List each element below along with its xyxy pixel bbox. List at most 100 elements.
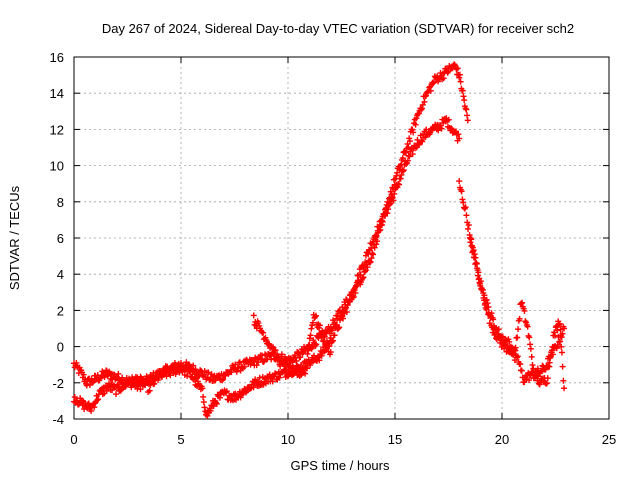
- data-point: [418, 137, 425, 144]
- y-tick-label: 16: [50, 50, 64, 65]
- data-point: [137, 386, 144, 393]
- data-point: [395, 180, 402, 187]
- data-point: [323, 338, 330, 345]
- data-point: [368, 255, 375, 262]
- y-axis-label: SDTVAR / TECUs: [7, 185, 22, 290]
- data-point: [122, 383, 129, 390]
- data-point: [303, 358, 310, 365]
- data-point: [396, 166, 403, 173]
- data-point: [340, 315, 347, 322]
- data-point: [553, 345, 560, 352]
- data-point: [512, 344, 519, 351]
- data-point: [561, 325, 568, 332]
- data-point: [155, 374, 162, 381]
- data-point: [336, 317, 343, 324]
- data-point: [370, 251, 377, 258]
- data-point: [330, 337, 337, 344]
- data-point: [457, 78, 464, 85]
- data-point: [465, 222, 472, 229]
- data-point: [421, 98, 428, 105]
- grid: [74, 57, 609, 419]
- data-point: [406, 135, 413, 142]
- data-point: [459, 87, 466, 94]
- data-point: [86, 382, 93, 389]
- data-point: [557, 326, 564, 333]
- data-point: [316, 322, 323, 329]
- data-point: [88, 407, 95, 414]
- y-axis-ticks: -4 -2 0 2 4 6 8 10 12 14 16: [50, 50, 609, 427]
- data-point: [423, 126, 430, 133]
- data-point: [465, 225, 472, 232]
- data-point: [485, 304, 492, 311]
- data-point: [494, 330, 501, 337]
- data-point: [210, 403, 217, 410]
- data-point: [522, 318, 529, 325]
- x-tick-label: 15: [388, 432, 402, 447]
- data-point: [394, 169, 401, 176]
- data-point: [459, 196, 466, 203]
- x-axis-label: GPS time / hours: [291, 458, 390, 473]
- data-point: [255, 359, 262, 366]
- data-point: [535, 373, 542, 380]
- data-point: [272, 370, 279, 377]
- data-point: [445, 68, 452, 75]
- y-tick-label: 12: [50, 122, 64, 137]
- data-point: [343, 309, 350, 316]
- data-point: [517, 360, 524, 367]
- data-point: [464, 117, 471, 124]
- data-point: [499, 333, 506, 340]
- data-point: [458, 188, 465, 195]
- data-point: [376, 227, 383, 234]
- data-point: [516, 315, 523, 322]
- data-point: [558, 349, 565, 356]
- y-tick-label: 14: [50, 86, 64, 101]
- data-point: [350, 293, 357, 300]
- x-tick-label: 0: [70, 432, 77, 447]
- data-point: [146, 387, 153, 394]
- data-point: [327, 349, 334, 356]
- data-point: [390, 197, 397, 204]
- data-point: [419, 105, 426, 112]
- y-tick-label: -4: [52, 412, 64, 427]
- data-point: [555, 321, 562, 328]
- data-point: [378, 217, 385, 224]
- data-point: [475, 276, 482, 283]
- data-point: [404, 157, 411, 164]
- data-point: [213, 399, 220, 406]
- data-point: [200, 399, 207, 406]
- data-point: [360, 274, 367, 281]
- data-point: [247, 361, 254, 368]
- data-point: [406, 153, 413, 160]
- data-point: [94, 372, 101, 379]
- x-tick-label: 20: [495, 432, 509, 447]
- data-point: [367, 258, 374, 265]
- data-point: [178, 360, 184, 367]
- data-point: [423, 92, 430, 99]
- data-point: [362, 268, 369, 275]
- data-point: [333, 315, 340, 322]
- data-point: [92, 400, 99, 407]
- data-point: [301, 365, 308, 372]
- data-point: [558, 343, 565, 350]
- data-points: [71, 61, 568, 419]
- data-point: [207, 407, 214, 414]
- data-point: [549, 343, 556, 350]
- data-point: [559, 330, 566, 337]
- data-point: [527, 341, 534, 348]
- data-point: [514, 353, 521, 360]
- data-point: [490, 316, 497, 323]
- data-point: [319, 329, 326, 336]
- data-point: [410, 129, 417, 136]
- data-point: [426, 84, 433, 91]
- data-point: [313, 312, 320, 319]
- data-point: [463, 212, 470, 219]
- data-point: [281, 359, 288, 366]
- data-point: [427, 87, 434, 94]
- data-point: [308, 325, 315, 332]
- data-point: [384, 198, 391, 205]
- data-point: [232, 361, 239, 368]
- data-point: [255, 378, 262, 385]
- data-point: [415, 110, 422, 117]
- data-point: [484, 300, 491, 307]
